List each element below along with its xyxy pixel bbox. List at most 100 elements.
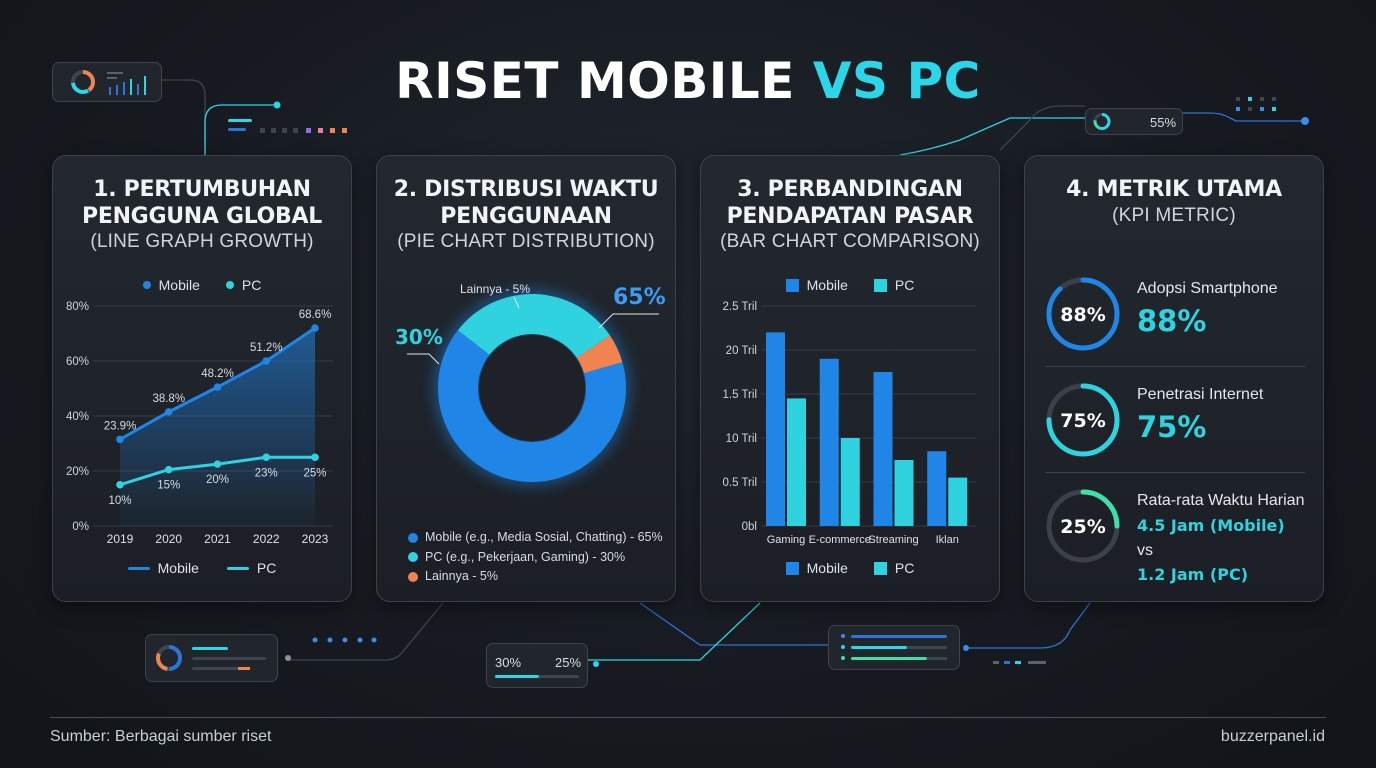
y-tick-label: 0bl (742, 521, 757, 533)
card-pie-distribution: 2. DISTRIBUSI WAKTU PENGGUNAAN (PIE CHAR… (376, 155, 676, 602)
pie-legend-item-other: Lainnya - 5% (408, 567, 663, 587)
legend-item-mobile: Mobile (127, 560, 199, 576)
data-label-pc: 10% (108, 495, 131, 507)
donut-lines-icon (156, 645, 266, 671)
data-label-pc: 23% (255, 467, 278, 479)
pie-label-other: Lainnya - 5% (460, 282, 530, 296)
x-tick-label: 2023 (302, 532, 329, 546)
data-point-pc (164, 465, 173, 474)
x-tick-label: 2022 (253, 532, 280, 546)
y-tick-label: 20% (66, 466, 89, 478)
data-point-pc (262, 453, 271, 462)
card-title: 3. PERBANDINGAN PENDAPATAN PASAR (726, 177, 974, 229)
legend-line-mobile (127, 566, 150, 570)
kpi-ring-label: 88% (1060, 304, 1105, 326)
y-tick-label: 2.5 Tril (722, 301, 757, 313)
pie-slice-mobile (437, 330, 626, 482)
x-tick-label: 2021 (204, 532, 231, 546)
legend-item-mobile: Mobile (785, 560, 848, 576)
kpi-divider (1045, 472, 1305, 473)
card-title: 1. PERTUMBUHAN PENGGUNA GLOBAL (82, 177, 322, 229)
kpi-detail: 4.5 Jam (Mobile) vs 1.2 Jam (PC) (1137, 514, 1305, 588)
data-point-mobile (311, 324, 319, 332)
kpi-ring: 88% (1046, 277, 1120, 351)
legend-swatch-pc (873, 278, 887, 292)
legend-label: Lainnya - 5% (425, 569, 498, 583)
legend-label: Mobile (157, 560, 199, 576)
kpi-ring-label: 25% (1060, 516, 1105, 538)
legend-swatch-pc (873, 561, 887, 575)
legend-dot-pc (408, 552, 418, 563)
data-point-mobile (262, 357, 271, 365)
pie-label-pc: 30% (395, 325, 443, 349)
widget-value-a: 30% (495, 655, 522, 670)
ring-icon (1093, 113, 1111, 130)
legend-dot-mobile (408, 532, 418, 543)
legend-label: PC (241, 277, 262, 293)
legend-label: PC (894, 560, 915, 576)
kpi-ring-label: 75% (1060, 410, 1105, 432)
pie-legend-item-pc: PC (e.g., Pekerjaan, Gaming) - 30% (408, 548, 663, 568)
legend-label: Mobile (806, 277, 848, 293)
chart-legend-bottom: Mobile PC (701, 560, 999, 576)
donut-hole (479, 335, 585, 441)
kpi-ring-arc (1046, 489, 1120, 563)
x-tick-label: 2020 (155, 532, 182, 546)
data-point-pc (213, 460, 222, 468)
data-point-pc (116, 480, 124, 489)
data-label-mobile: 68.6% (299, 309, 332, 321)
card-subtitle: (BAR CHART COMPARISON) (720, 231, 980, 252)
x-tick-label: E-commerce (809, 534, 871, 546)
legend-swatch-mobile (785, 561, 799, 575)
chart-legend-top: Mobile PC (701, 277, 999, 293)
card-title: 4. METRIK UTAMA (1066, 177, 1282, 202)
legend-item-mobile: Mobile (142, 277, 200, 293)
data-label-mobile: 23.9% (104, 420, 137, 432)
legend-swatch-mobile (785, 278, 799, 292)
mini-widget-top-left (52, 62, 162, 102)
bar-pc (948, 477, 968, 526)
x-tick-label: Streaming (868, 534, 918, 546)
kpi-internet-penetration: 75% Penetrasi Internet 75% (1045, 380, 1305, 476)
bar-mobile (819, 358, 839, 526)
kpi-ring: 75% (1046, 383, 1120, 457)
widget-value-b: 25% (555, 655, 582, 670)
kpi-divider (1045, 366, 1305, 367)
kpi-ring-arc (1046, 277, 1120, 351)
legend-item-pc: PC (226, 560, 276, 576)
legend-item-pc: PC (873, 560, 915, 576)
y-tick-label: 40% (66, 411, 89, 423)
kpi-detail-vs: vs (1137, 542, 1153, 559)
bar-pc (787, 398, 806, 526)
legend-item-pc: PC (225, 277, 262, 293)
pie-legend: Mobile (e.g., Media Sosial, Chatting) - … (408, 528, 663, 587)
mobile-area (120, 328, 315, 526)
card-title: 2. DISTRIBUSI WAKTU PENGGUNAAN (393, 177, 659, 229)
pie-slice-pc (457, 294, 610, 358)
legend-label: Mobile (158, 277, 200, 293)
widget-lines-icon (841, 634, 947, 660)
pie-legend-item-mobile: Mobile (e.g., Media Sosial, Chatting) - … (408, 528, 663, 548)
card-subtitle: (LINE GRAPH GROWTH) (90, 231, 314, 252)
data-label-pc: 25% (303, 467, 326, 479)
x-tick-label: Iklan (936, 534, 959, 546)
pie-slice-lainnya (576, 335, 623, 374)
card-kpi-metrics: 4. METRIK UTAMA (KPI METRIC) 88% Adopsi … (1024, 155, 1324, 602)
legend-line-pc (226, 566, 249, 570)
legend-label: PC (894, 277, 915, 293)
kpi-daily-time: 25% Rata-rata Waktu Harian 4.5 Jam (Mobi… (1045, 486, 1305, 584)
mini-widget-bottom-right (828, 625, 960, 670)
kpi-smartphone-adoption: 88% Adopsi Smartphone 88% (1045, 274, 1305, 370)
footer-brand: buzzerpanel.id (1220, 728, 1325, 745)
bar-mobile (873, 372, 893, 526)
x-tick-label: 2019 (107, 532, 134, 546)
bar-mobile (766, 332, 785, 526)
line-chart: 0% 20% 40% 60% 80% 2019 2020 2021 2022 2023 23.9% 3… (66, 301, 333, 546)
x-tick-label: Gaming (767, 534, 806, 546)
footer-source: Sumber: Berbagai sumber riset (50, 728, 272, 745)
data-label-mobile: 51.2% (250, 342, 283, 354)
card-subtitle: (KPI METRIC) (1112, 205, 1236, 226)
y-tick-label: 20 Tril (726, 345, 757, 357)
kpi-ring: 25% (1046, 489, 1120, 563)
